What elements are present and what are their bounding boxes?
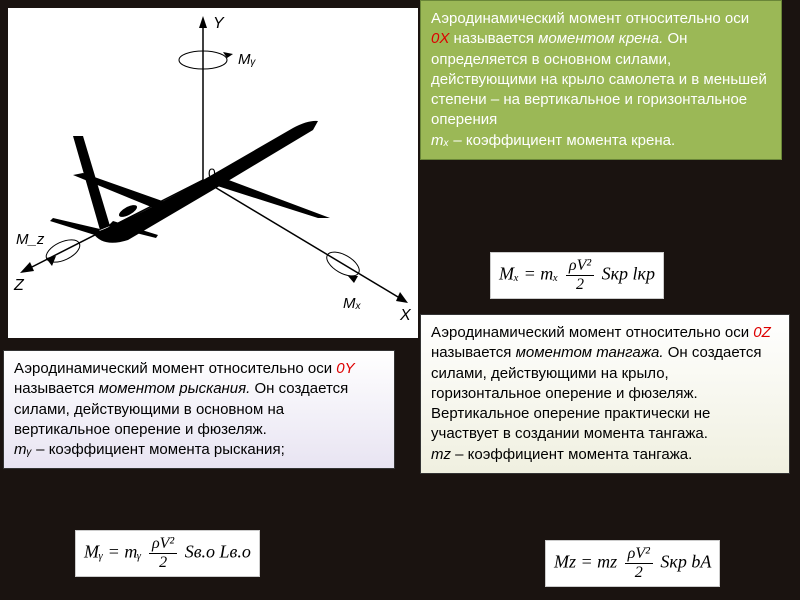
- text: называется: [431, 344, 516, 361]
- z-label: Z: [13, 277, 25, 294]
- axis-ox: 0X: [431, 30, 449, 47]
- text: Аэродинамический момент относительно оси: [431, 10, 749, 27]
- text: – коэффициент момента рыскания;: [32, 441, 285, 458]
- axis-oz: 0Z: [753, 324, 771, 341]
- tail: Sкр bA: [660, 552, 711, 572]
- text: – коэффициент момента тангажа.: [451, 446, 692, 463]
- lhs: Mᵧ: [84, 542, 103, 562]
- my-label: Mᵧ: [238, 51, 256, 68]
- den: 2: [149, 554, 177, 572]
- lhs: Mz: [554, 552, 576, 572]
- moment-pitch-box: Аэродинамический момент относительно оси…: [420, 314, 790, 474]
- rhs-m: mᵧ: [124, 542, 141, 562]
- num: ρV²: [625, 545, 653, 564]
- formula-my: Mᵧ = mᵧ ρV²2 Sв.о Lв.о: [75, 530, 260, 577]
- mx-label: Mₓ: [343, 295, 361, 312]
- y-label: Y: [213, 15, 225, 32]
- my-sym: mᵧ: [14, 441, 32, 458]
- pitch-name: моментом тангажа.: [516, 344, 664, 361]
- text: называется: [449, 30, 538, 47]
- num: ρV²: [566, 257, 594, 276]
- den: 2: [625, 564, 653, 582]
- axes-svg: Y Mᵧ X Mₓ Z M_z 0: [8, 8, 418, 338]
- roll-name: моментом крена.: [538, 30, 663, 47]
- mx-sym: mₓ: [431, 132, 449, 149]
- lhs: Mₓ: [499, 264, 519, 284]
- moment-roll-box: Аэродинамический момент относительно оси…: [420, 0, 782, 160]
- den: 2: [566, 276, 594, 294]
- text: – коэффициент момента крена.: [449, 132, 675, 149]
- tail: Sкр lкр: [602, 264, 655, 284]
- mz-label: M_z: [16, 231, 45, 248]
- rhs-m: mₓ: [540, 264, 558, 284]
- formula-mz: Mz = mz ρV²2 Sкр bA: [545, 540, 720, 587]
- tail: Sв.о Lв.о: [185, 542, 251, 562]
- aircraft-axes-diagram: Y Mᵧ X Mₓ Z M_z 0: [8, 8, 418, 338]
- mz-sym: mz: [431, 446, 451, 463]
- text: Аэродинамический момент относительно оси: [431, 324, 753, 341]
- text: Аэродинамический момент относительно оси: [14, 360, 336, 377]
- x-label: X: [399, 307, 412, 324]
- text: называется: [14, 380, 99, 397]
- formula-mx: Mₓ = mₓ ρV²2 Sкр lкр: [490, 252, 664, 299]
- yaw-name: моментом рыскания.: [99, 380, 251, 397]
- num: ρV²: [149, 535, 177, 554]
- moment-yaw-box: Аэродинамический момент относительно оси…: [3, 350, 395, 469]
- aircraft-icon: [50, 121, 330, 243]
- axis-oy: 0Y: [336, 360, 354, 377]
- rhs-m: mz: [597, 552, 617, 572]
